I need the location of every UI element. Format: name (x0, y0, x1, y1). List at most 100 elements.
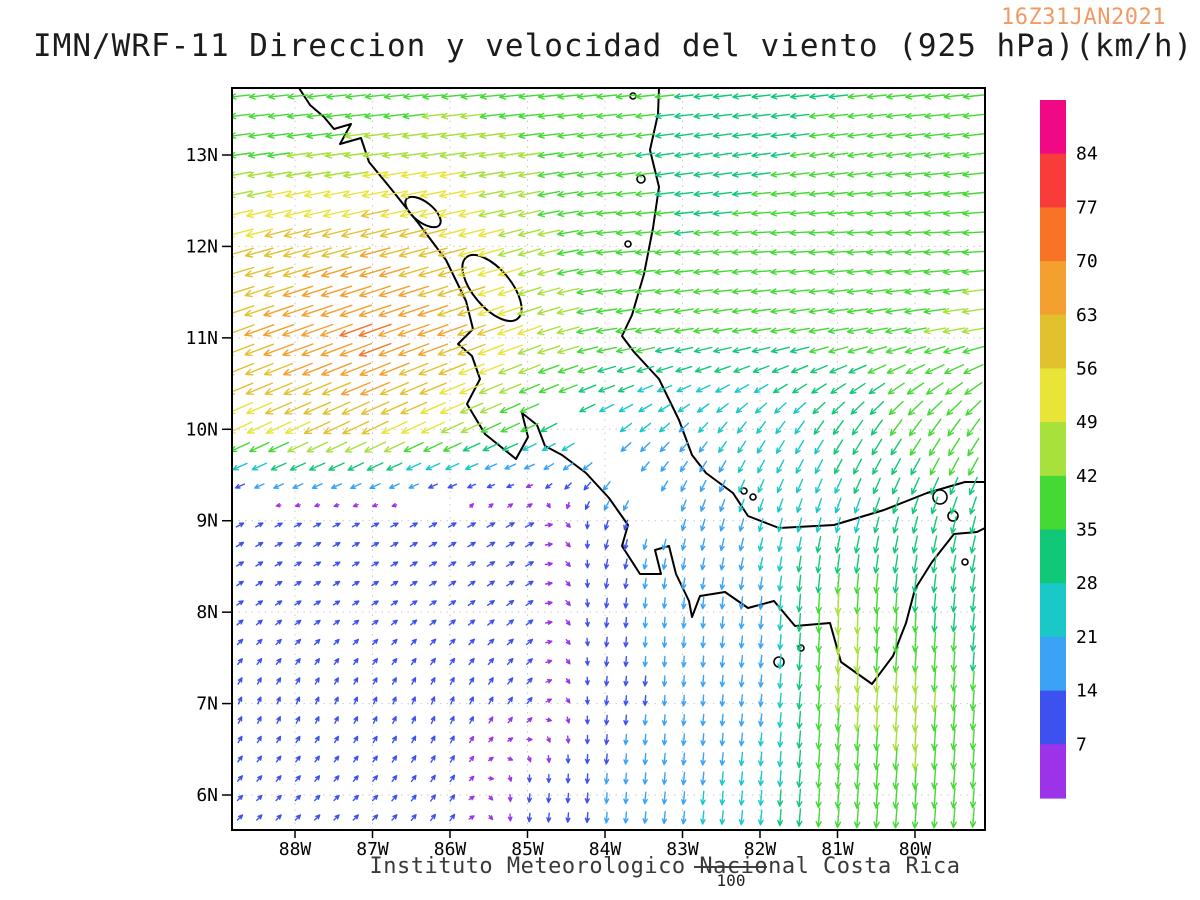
wind-arrow (537, 268, 561, 277)
wind-arrow (789, 307, 811, 315)
wind-arrow (892, 573, 899, 594)
wind-arrow (834, 458, 843, 475)
wind-arrow (700, 674, 706, 688)
wind-arrow (389, 483, 400, 489)
lat-tick-label: 12N (185, 236, 218, 257)
island-outline (749, 493, 757, 501)
wind-arrow (834, 630, 842, 654)
wind-arrow (596, 249, 618, 256)
wind-arrow (237, 696, 243, 705)
wind-arrow (467, 541, 476, 548)
wind-arrow (846, 268, 869, 276)
wind-arrow (379, 247, 410, 258)
wind-arrow (808, 151, 830, 159)
wind-arrow (314, 794, 321, 802)
wind-arrow (378, 304, 411, 318)
wind-arrow (931, 593, 938, 613)
wind-arrow (398, 247, 429, 258)
wind-arrow (770, 307, 791, 315)
wind-arrow (693, 132, 713, 139)
wind-arrow (961, 327, 984, 335)
wind-arrow (757, 459, 765, 474)
wind-arrow (557, 365, 579, 374)
wind-arrow (438, 209, 466, 219)
wind-arrow (733, 365, 751, 373)
wind-arrow (360, 228, 390, 239)
wind-arrow (525, 483, 534, 489)
wind-arrow (419, 190, 447, 199)
wind-arrow (345, 93, 367, 100)
colorbar-tick-label: 63 (1076, 305, 1098, 326)
wind-arrow (885, 151, 907, 159)
wind-arrow (674, 346, 694, 354)
wind-arrow (339, 304, 373, 318)
wind-arrow (642, 791, 648, 805)
wind-arrow (834, 708, 842, 732)
wind-arrow (789, 93, 810, 100)
wind-arrow (276, 716, 281, 724)
wind-arrow (700, 713, 706, 727)
wind-arrow (379, 382, 409, 396)
wind-arrow (732, 346, 752, 354)
wind-arrow (734, 384, 750, 393)
wind-arrow (371, 542, 380, 547)
wind-arrow (428, 483, 438, 489)
wind-arrow (923, 268, 947, 276)
wind-arrow (233, 112, 251, 120)
wind-arrow (544, 581, 553, 586)
wind-arrow (714, 365, 731, 373)
wind-arrow (411, 696, 416, 705)
wind-arrow (267, 112, 290, 120)
wind-arrow (808, 171, 830, 178)
wind-arrow (642, 577, 648, 590)
wind-arrow (615, 268, 637, 276)
wind-arrow (696, 403, 710, 413)
wind-arrow (361, 420, 389, 435)
wind-arrow (661, 616, 668, 629)
wind-arrow (792, 383, 808, 394)
wind-arrow (700, 635, 706, 649)
wind-arrow (813, 420, 825, 435)
wind-arrow (468, 638, 475, 646)
wind-arrow (950, 670, 957, 692)
wind-arrow (615, 346, 637, 354)
wind-arrow (334, 735, 339, 744)
wind-arrow (537, 306, 561, 316)
wind-arrow (295, 716, 301, 724)
wind-arrow (931, 631, 938, 653)
wind-arrow (448, 600, 457, 606)
wind-arrow (477, 305, 505, 317)
wind-arrow (333, 755, 340, 763)
wind-arrow (808, 288, 830, 295)
wind-arrow (693, 327, 714, 334)
colorbar-tick-label: 49 (1076, 412, 1098, 433)
wind-arrow (506, 483, 515, 489)
wind-arrow (429, 580, 437, 587)
wind-arrow (380, 209, 409, 219)
wind-arrow (892, 535, 899, 554)
wind-arrow (333, 658, 340, 665)
wind-arrow (410, 619, 418, 626)
wind-arrow (576, 346, 599, 354)
wind-arrow (372, 696, 378, 705)
wind-arrow (950, 748, 957, 770)
wind-arrow (596, 288, 618, 295)
wind-arrow (870, 419, 883, 436)
wind-arrow (770, 229, 791, 236)
wind-arrow (942, 327, 966, 335)
wind-arrow (642, 752, 648, 766)
wind-arrow (698, 441, 708, 453)
wind-arrow (275, 775, 282, 782)
wind-arrow (292, 483, 304, 489)
wind-arrow (537, 132, 560, 139)
wind-arrow (311, 483, 323, 489)
wind-arrow (595, 327, 618, 335)
wind-arrow (517, 209, 542, 218)
wind-arrow (642, 597, 648, 609)
wind-arrow (353, 735, 359, 744)
wind-arrow (390, 580, 399, 587)
wind-arrow (438, 228, 467, 238)
wind-arrow (236, 600, 244, 606)
wind-arrow (502, 443, 519, 452)
wind-arrow (615, 288, 637, 295)
